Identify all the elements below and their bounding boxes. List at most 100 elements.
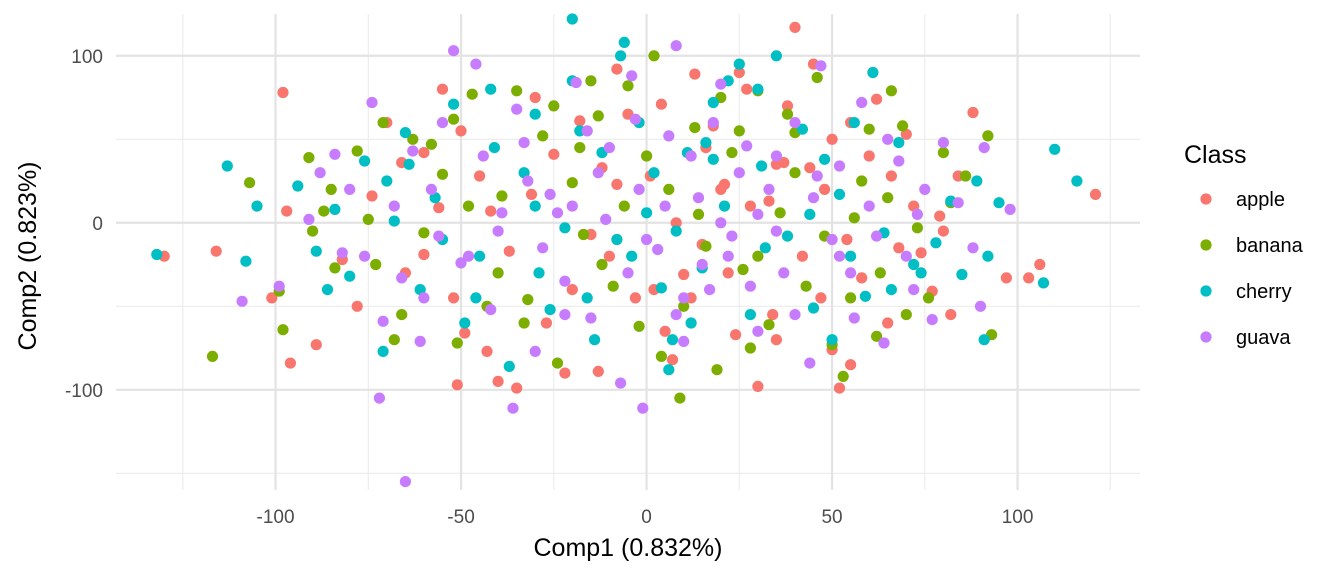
data-point-cherry xyxy=(796,123,809,135)
legend-key-guava xyxy=(1200,331,1212,343)
data-point-guava xyxy=(436,117,449,129)
data-point-guava xyxy=(952,197,964,209)
y-axis-title: Comp2 (0.823%) xyxy=(14,162,42,351)
data-point-banana xyxy=(551,357,564,369)
data-point-apple xyxy=(730,329,742,341)
data-point-banana xyxy=(622,80,634,92)
data-point-banana xyxy=(763,319,775,331)
data-point-cherry xyxy=(826,334,838,346)
data-point-cherry xyxy=(529,108,541,120)
data-point-apple xyxy=(1000,272,1013,284)
data-point-banana xyxy=(689,122,701,134)
data-point-cherry xyxy=(993,197,1005,209)
data-point-cherry xyxy=(1071,175,1083,187)
data-point-apple xyxy=(744,200,757,212)
data-point-cherry xyxy=(611,233,623,246)
data-point-guava xyxy=(373,392,385,404)
data-point-guava xyxy=(559,275,571,287)
data-point-guava xyxy=(566,200,578,212)
data-point-banana xyxy=(206,350,219,362)
data-point-guava xyxy=(399,476,411,488)
data-point-cherry xyxy=(982,250,994,262)
data-point-banana xyxy=(848,212,860,224)
data-point-banana xyxy=(318,205,330,217)
data-point-banana xyxy=(277,324,289,336)
data-point-cherry xyxy=(589,334,601,346)
data-point-guava xyxy=(685,150,697,162)
data-point-apple xyxy=(366,190,378,202)
data-point-cherry xyxy=(529,200,541,212)
data-point-guava xyxy=(715,217,727,229)
data-point-banana xyxy=(781,108,794,120)
data-point-cherry xyxy=(804,208,816,220)
data-point-cherry xyxy=(381,175,393,187)
data-point-banana xyxy=(726,147,738,159)
legend-item-cherry: cherry xyxy=(1200,281,1292,303)
data-point-banana xyxy=(566,177,578,189)
legend-items: apple banana cherry guava xyxy=(1200,189,1304,349)
data-point-cherry xyxy=(756,160,768,172)
data-point-guava xyxy=(637,402,649,414)
data-point-guava xyxy=(763,183,775,195)
data-point-guava xyxy=(807,192,820,204)
data-point-guava xyxy=(425,183,437,195)
x-tick-label: -100 xyxy=(257,507,295,528)
data-point-guava xyxy=(492,225,504,237)
data-point-banana xyxy=(911,222,924,234)
data-point-banana xyxy=(845,292,857,304)
data-point-guava xyxy=(752,325,764,337)
data-point-cherry xyxy=(648,167,660,179)
data-point-guava xyxy=(303,213,315,225)
data-point-banana xyxy=(244,177,256,189)
data-point-cherry xyxy=(618,36,630,49)
data-point-apple xyxy=(826,133,838,145)
data-point-cherry xyxy=(956,268,968,281)
data-point-banana xyxy=(678,300,690,312)
data-point-apple xyxy=(882,317,894,329)
data-point-guava xyxy=(581,125,593,137)
data-point-guava xyxy=(448,45,460,57)
data-point-cherry xyxy=(752,83,764,95)
data-point-apple xyxy=(841,233,853,246)
data-point-guava xyxy=(507,402,519,414)
data-point-guava xyxy=(707,117,719,129)
data-point-guava xyxy=(882,133,894,145)
data-point-apple xyxy=(433,202,445,214)
data-point-apple xyxy=(967,106,979,119)
y-tick-label: 100 xyxy=(71,47,103,68)
data-point-apple xyxy=(559,367,571,379)
data-point-apple xyxy=(277,86,289,99)
data-point-banana xyxy=(663,183,675,195)
data-point-cherry xyxy=(559,222,571,234)
data-point-banana xyxy=(466,88,478,100)
data-point-cherry xyxy=(971,175,983,187)
data-point-cherry xyxy=(781,230,794,242)
data-point-apple xyxy=(459,327,471,339)
data-point-guava xyxy=(418,292,430,304)
data-point-banana xyxy=(982,130,994,142)
data-point-guava xyxy=(518,137,530,149)
data-point-guava xyxy=(893,155,905,167)
legend-label-cherry: cherry xyxy=(1236,281,1292,303)
data-point-guava xyxy=(592,167,604,179)
data-point-cherry xyxy=(733,58,745,70)
data-point-cherry xyxy=(474,250,486,262)
data-point-apple xyxy=(763,195,775,207)
data-point-cherry xyxy=(859,290,872,302)
x-tick-label: 100 xyxy=(1002,507,1034,528)
data-point-banana xyxy=(325,183,337,195)
data-point-guava xyxy=(1004,203,1016,215)
data-point-banana xyxy=(641,150,653,162)
data-point-guava xyxy=(336,247,348,259)
data-point-guava xyxy=(833,160,846,172)
data-point-banana xyxy=(607,280,619,292)
data-point-apple xyxy=(492,375,504,387)
data-point-cherry xyxy=(359,155,371,167)
data-point-apple xyxy=(871,93,883,105)
data-point-banana xyxy=(518,317,530,329)
legend-label-apple: apple xyxy=(1236,189,1285,211)
legend-item-guava: guava xyxy=(1200,327,1291,349)
data-point-apple xyxy=(529,91,541,104)
data-point-banana xyxy=(329,262,341,274)
data-point-banana xyxy=(462,200,475,212)
